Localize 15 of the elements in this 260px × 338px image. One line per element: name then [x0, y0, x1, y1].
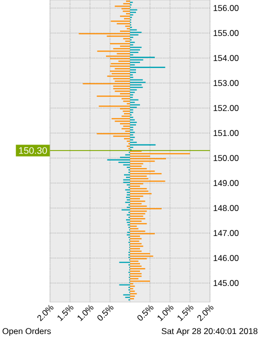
- y-tick-label: 154.00: [214, 55, 239, 62]
- y-tick-label: 148.00: [214, 205, 239, 212]
- y-tick-label: 155.00: [214, 30, 239, 36]
- y-tick-label: 147.00: [214, 230, 239, 236]
- y-tick-label: 149.00: [214, 180, 239, 186]
- text: Open Orders: [2, 328, 51, 336]
- y-tick-label: 145.00: [214, 280, 239, 286]
- ref-line-label: 150.30: [19, 147, 47, 154]
- y-tick-label: 146.00: [214, 255, 239, 262]
- y-tick-label: 151.00: [214, 130, 239, 136]
- text: Sat Apr 28 20:40:01 2018: [162, 328, 258, 336]
- y-tick-label: 150.00: [214, 155, 239, 162]
- y-tick-label: 153.00: [214, 80, 239, 86]
- y-tick-label: 152.00: [214, 105, 239, 112]
- y-tick-label: 156.00: [214, 5, 239, 12]
